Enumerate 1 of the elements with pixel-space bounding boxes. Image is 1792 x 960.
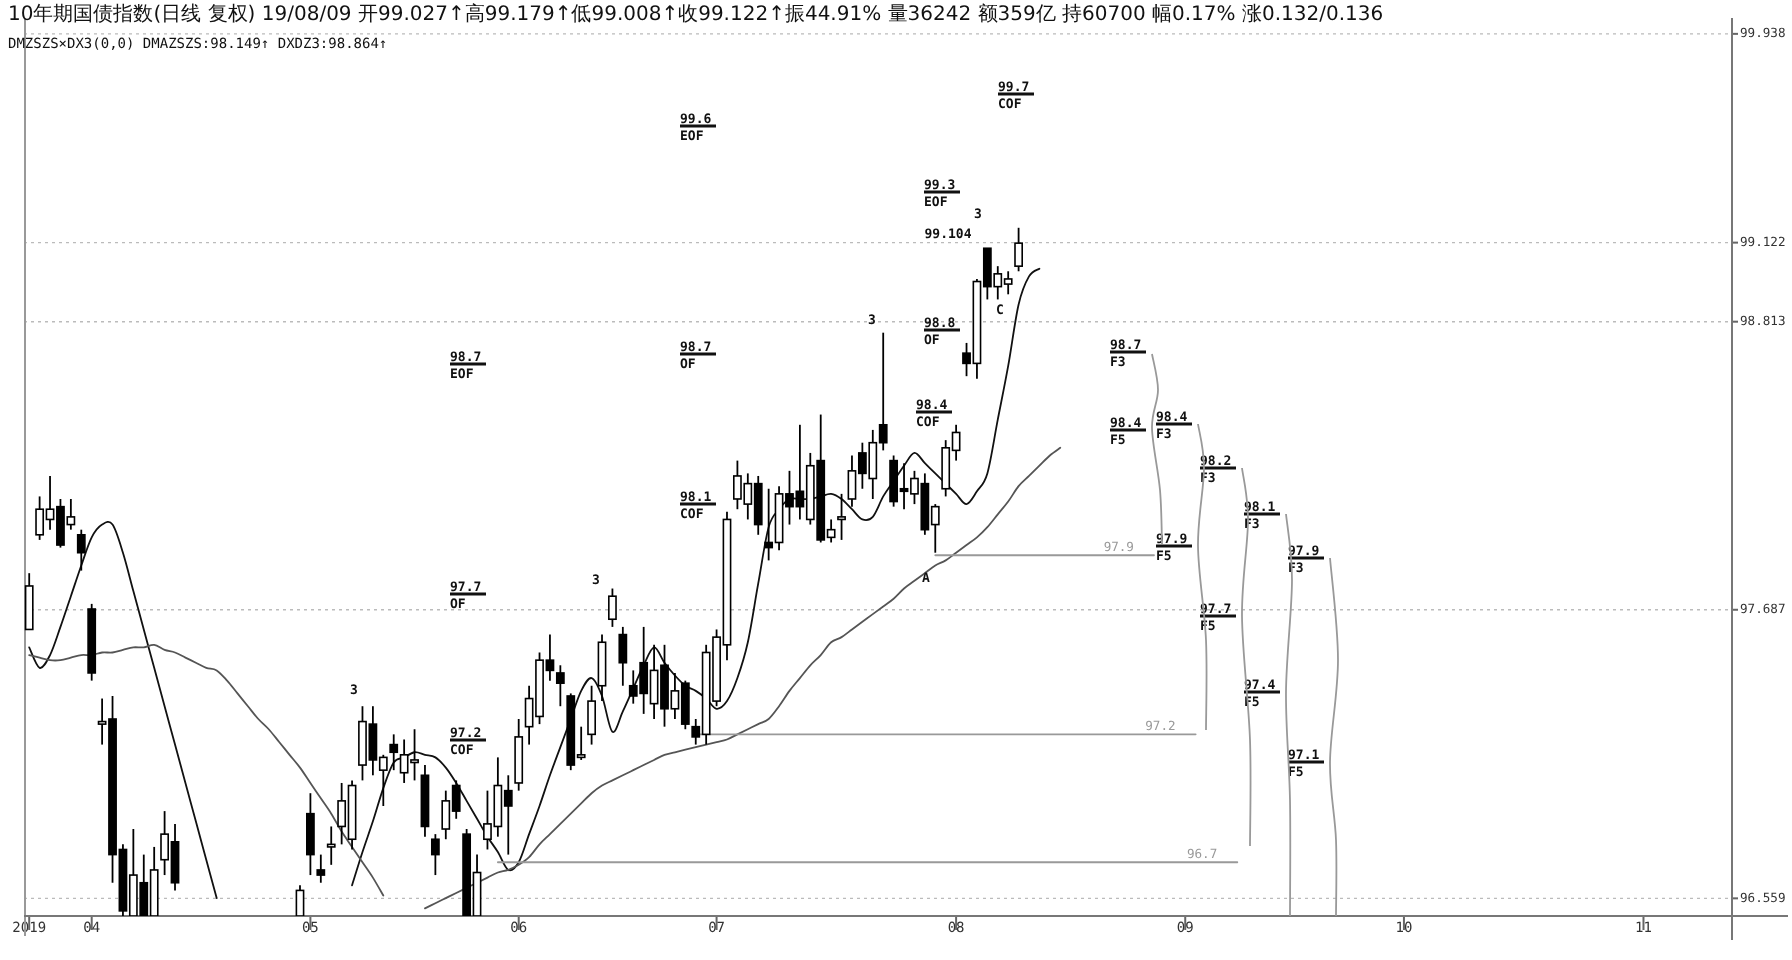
chart-title: 10年期国债指数(日线 复权) 19/08/09 开99.027↑高99.179↑低99.008↑收99.122↑振44.91% 量36242 额359亿 持60700 幅0.17% 涨0.132/0.136 [8, 2, 1384, 26]
